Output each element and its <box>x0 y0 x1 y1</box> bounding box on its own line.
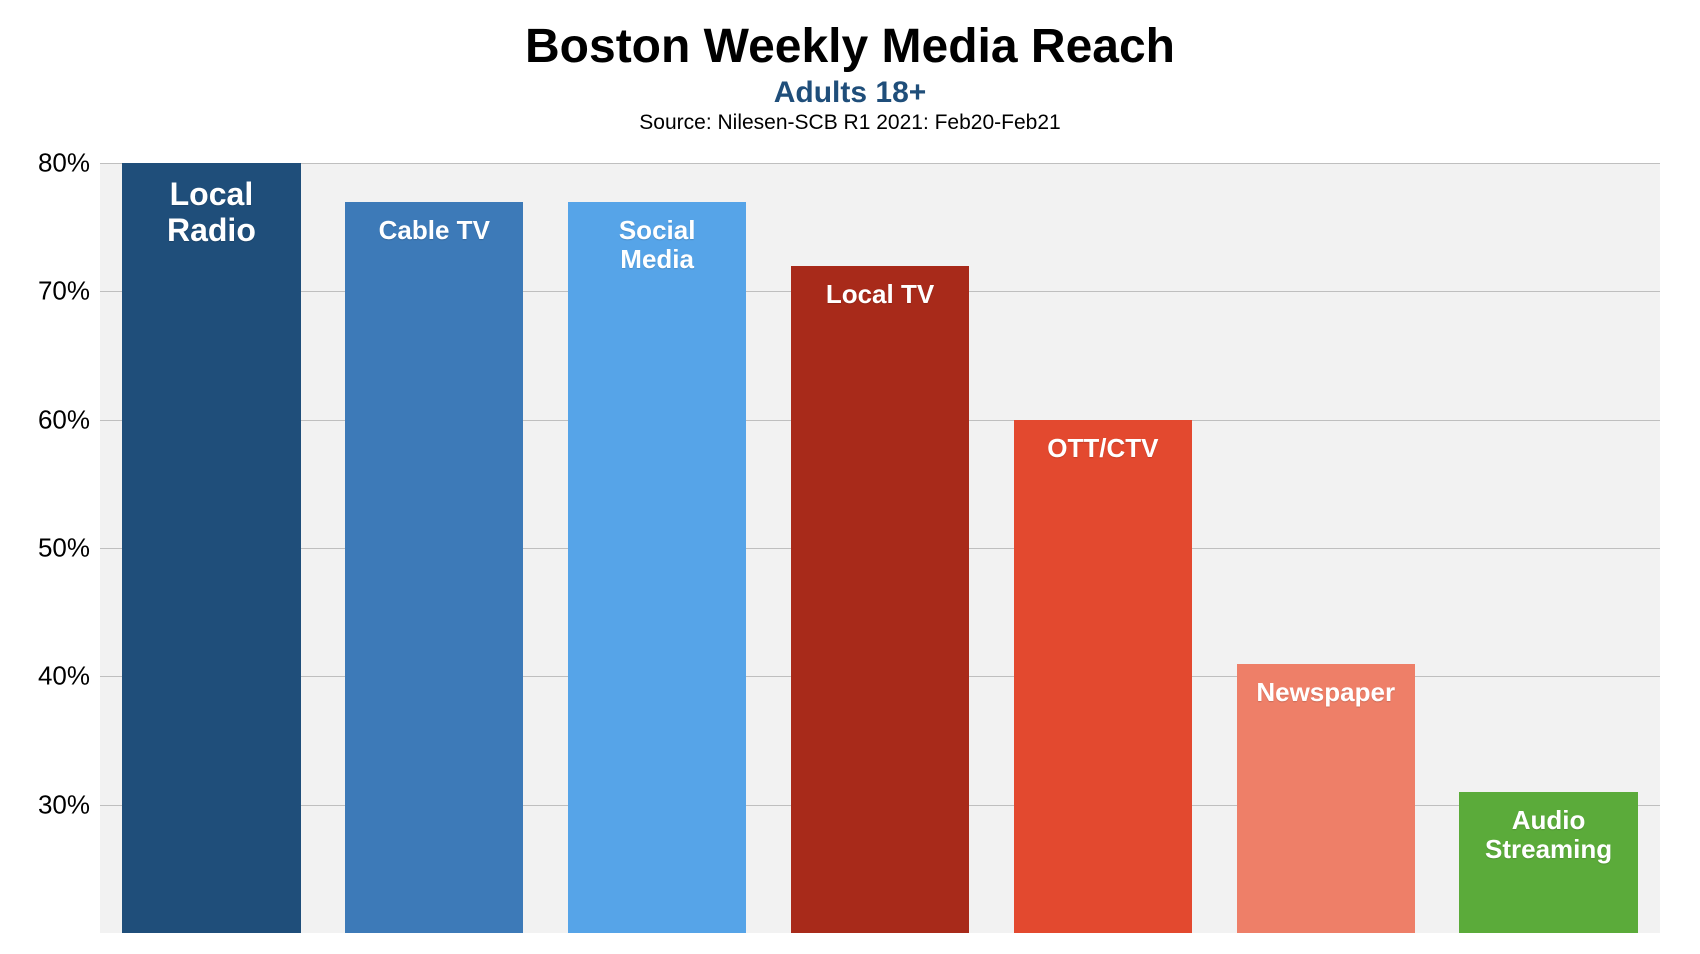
bar: Newspaper <box>1237 664 1415 934</box>
chart-source: Source: Nilesen-SCB R1 2021: Feb20-Feb21 <box>0 111 1700 135</box>
chart-container: Boston Weekly Media Reach Adults 18+ Sou… <box>0 0 1700 954</box>
bar-label: Cable TV <box>371 202 498 245</box>
bar: Cable TV <box>345 202 523 934</box>
bar-label: Audio Streaming <box>1477 792 1620 864</box>
chart-title: Boston Weekly Media Reach <box>0 22 1700 72</box>
bar: Audio Streaming <box>1459 792 1637 933</box>
bar: Local TV <box>791 266 969 933</box>
bar-label: OTT/CTV <box>1039 420 1166 463</box>
plot-area: Local Radio Cable TV Social Media Local TV O… <box>100 163 1660 933</box>
y-tick-label: 40% <box>20 661 90 692</box>
bar: OTT/CTV <box>1014 420 1192 933</box>
y-tick-label: 80% <box>20 148 90 179</box>
bar-label: Local TV <box>818 266 942 309</box>
bar-slot: Newspaper <box>1214 163 1437 933</box>
chart-subtitle: Adults 18+ <box>0 76 1700 109</box>
bar-slot: Audio Streaming <box>1437 163 1660 933</box>
bar-slot: Cable TV <box>323 163 546 933</box>
bar-label: Local Radio <box>159 163 264 249</box>
bar-slot: Local TV <box>769 163 992 933</box>
y-tick-label: 30% <box>20 789 90 820</box>
y-tick-label: 60% <box>20 404 90 435</box>
y-tick-label: 70% <box>20 276 90 307</box>
y-tick-label: 50% <box>20 533 90 564</box>
bar-slot: Local Radio <box>100 163 323 933</box>
bar-label: Newspaper <box>1248 664 1403 707</box>
bar: Social Media <box>568 202 746 934</box>
bar-slot: OTT/CTV <box>991 163 1214 933</box>
bar-group: Local Radio Cable TV Social Media Local TV O… <box>100 163 1660 933</box>
bar: Local Radio <box>122 163 300 933</box>
bar-slot: Social Media <box>546 163 769 933</box>
chart-header: Boston Weekly Media Reach Adults 18+ Sou… <box>0 0 1700 135</box>
bar-label: Social Media <box>611 202 704 274</box>
